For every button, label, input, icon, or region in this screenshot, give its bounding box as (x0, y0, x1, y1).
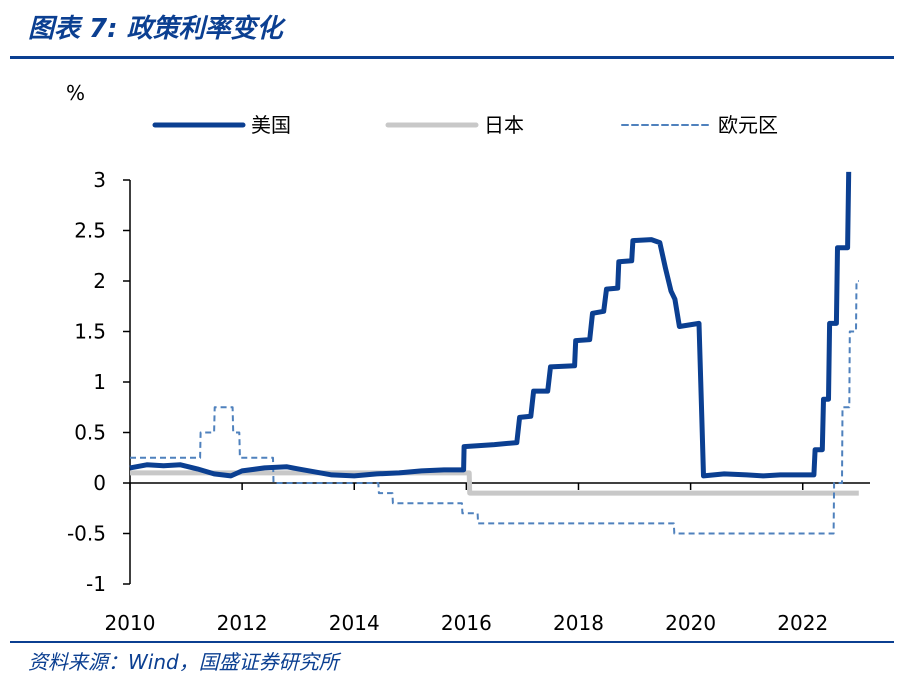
series-us-line (129, 171, 852, 479)
legend-item-japan: 日本 (385, 113, 524, 137)
y-tick-label: 2 (93, 269, 106, 293)
y-tick-label: 0 (93, 471, 106, 495)
x-tick-label: 2016 (441, 611, 492, 635)
title-divider (10, 56, 894, 59)
source-divider (10, 641, 894, 643)
x-tick-label: 2014 (329, 611, 380, 635)
legend-item-euro: 欧元区 (621, 113, 778, 137)
series-euro-line (130, 280, 859, 535)
y-tick-label: 1.5 (74, 320, 106, 344)
x-tick-label: 2018 (553, 611, 604, 635)
y-tick-label: -1 (86, 572, 106, 596)
y-tick-label: 3 (93, 168, 106, 192)
y-tick-label: -0.5 (67, 522, 106, 546)
x-tick-label: 2010 (105, 611, 156, 635)
x-tick-label: 2012 (217, 611, 268, 635)
axes-layer: 3 2.5 2 1.5 1 0.5 0 -0.5 -1 2010 2012 2014 2016 2018 2… (67, 168, 870, 635)
y-axis-unit-label: % (66, 81, 85, 105)
y-tick-label: 0.5 (74, 421, 106, 445)
y-tick-label: 1 (93, 370, 106, 394)
x-tick-label: 2020 (665, 611, 716, 635)
series-layer (129, 171, 859, 535)
x-tick-label: 2022 (777, 611, 828, 635)
legend-label: 欧元区 (718, 113, 778, 137)
legend-item-us: 美国 (152, 113, 291, 137)
chart-title: 图表 7: 政策利率变化 (28, 14, 283, 44)
policy-rate-chart: 3 2.5 2 1.5 1 0.5 0 -0.5 -1 2010 2012 2014 2016 2018 2… (66, 81, 870, 635)
legend-label: 日本 (484, 113, 524, 137)
source-note: 资料来源：Wind，国盛证券研究所 (28, 650, 339, 674)
legend: 美国 日本 欧元区 (152, 113, 778, 137)
y-tick-label: 2.5 (74, 219, 106, 243)
legend-label: 美国 (251, 113, 291, 137)
series-japan-line (130, 470, 859, 496)
